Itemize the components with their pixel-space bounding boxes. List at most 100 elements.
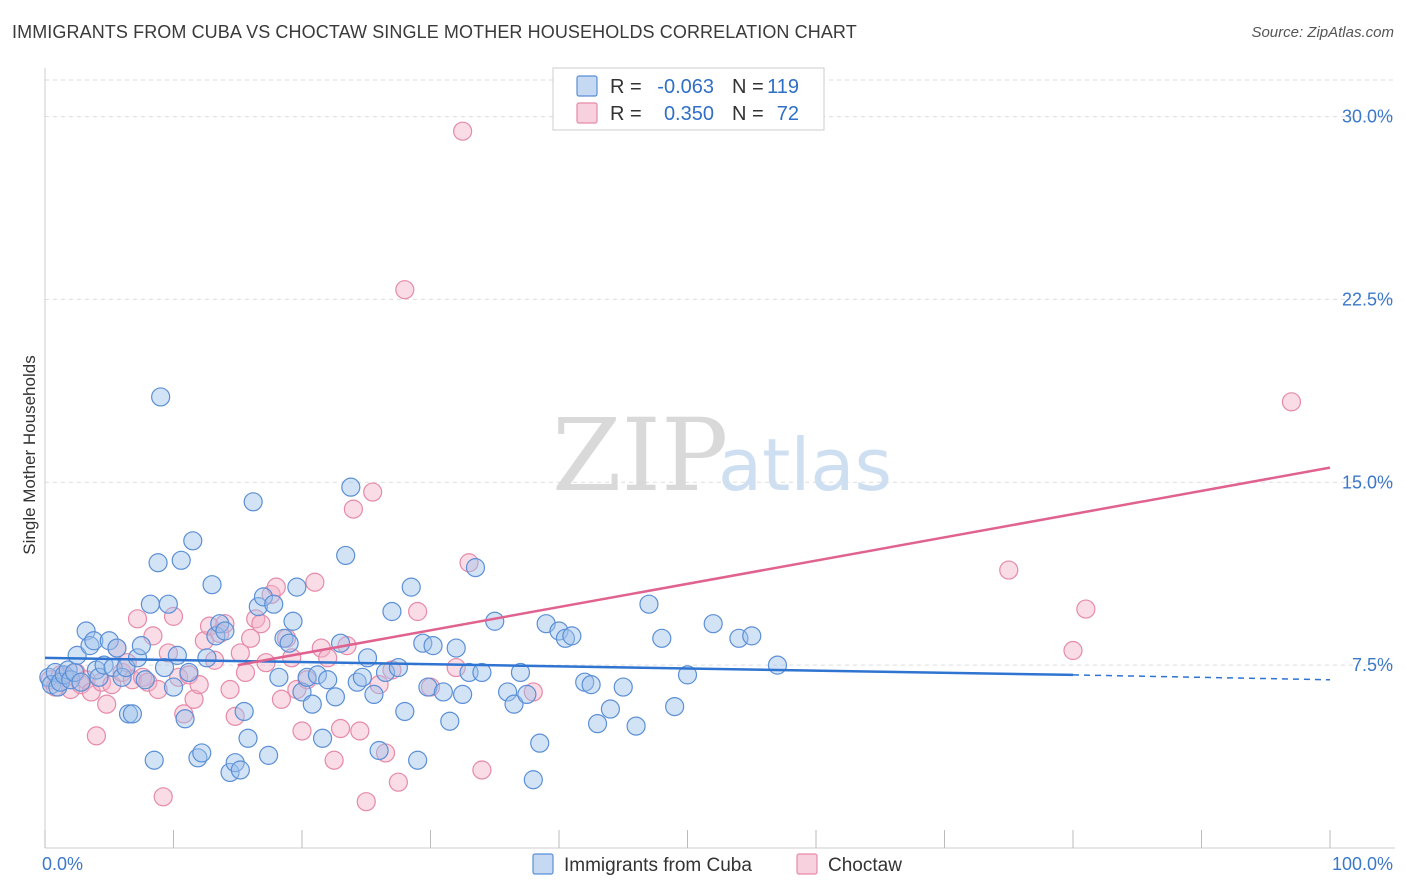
cuba-point (453, 684, 473, 705)
cuba-point (258, 745, 279, 765)
cuba-point (767, 655, 788, 675)
cuba-point (192, 743, 212, 763)
choctaw-point (356, 792, 376, 812)
bottom-legend: Immigrants from Cuba Choctaw (532, 853, 902, 876)
cuba-point (269, 667, 289, 687)
choctaw-point (184, 689, 204, 709)
cuba-point (401, 577, 421, 597)
cuba-point (307, 665, 328, 685)
cuba-point (510, 662, 531, 683)
x-tick-label: 100.0% (1332, 854, 1393, 874)
choctaw-point (153, 787, 173, 807)
x-tick-label: 0.0% (42, 854, 83, 874)
legend-n-label: N = (732, 103, 764, 125)
cuba-point (135, 670, 155, 690)
cuba-point (626, 716, 646, 736)
cuba-point (472, 662, 492, 683)
legend-r-label: R = (610, 103, 642, 125)
choctaw-point (271, 689, 292, 709)
choctaw-point (148, 679, 168, 700)
y-tick-labels: 7.5% 15.0% 22.5% 30.0% (1342, 107, 1393, 676)
choctaw-trendline (237, 466, 1331, 667)
cuba-point (279, 633, 299, 653)
choctaw-point (305, 572, 325, 592)
legend-r-label: R = (610, 76, 642, 98)
choctaw-point (408, 601, 428, 622)
cuba-point (465, 558, 486, 578)
choctaw-point (241, 628, 261, 648)
bottom-legend-swatch-cuba (532, 853, 554, 875)
cuba-point (352, 667, 372, 687)
choctaw-point (163, 606, 184, 626)
cuba-point (440, 711, 460, 731)
choctaw-point (453, 121, 473, 141)
cuba-point (215, 621, 235, 641)
cuba-point (127, 648, 148, 668)
cuba-trendline-extension (1072, 674, 1331, 681)
legend-n-value: 72 (777, 103, 799, 125)
cuba-point (318, 670, 338, 690)
cuba-point (202, 575, 222, 595)
cuba-point (292, 682, 312, 702)
choctaw-point (1076, 599, 1096, 619)
cuba-point (530, 733, 550, 753)
cuba-point (665, 696, 685, 717)
cuba-point (742, 626, 762, 646)
legend-box (552, 67, 825, 131)
cuba-point (163, 677, 184, 697)
choctaw-point (138, 672, 158, 692)
choctaw-point (999, 560, 1019, 580)
choctaw-point (318, 648, 338, 668)
choctaw-point (369, 675, 389, 695)
y-axis-label: Single Mother Households (20, 355, 39, 554)
cuba-point (504, 694, 524, 714)
cuba-point (287, 577, 307, 597)
cuba-point (264, 594, 284, 614)
cuba-point (364, 684, 384, 705)
cuba-point (158, 594, 178, 614)
legend-swatch-choctaw (576, 102, 598, 124)
cuba-point (446, 638, 466, 658)
y-tick-label: 15.0% (1342, 472, 1393, 492)
choctaw-point (127, 609, 148, 629)
cuba-point (122, 704, 142, 724)
choctaw-point (292, 721, 312, 741)
cuba-point (418, 677, 438, 697)
cuba-point (234, 701, 254, 722)
cuba-point (238, 728, 258, 748)
cuba-point (587, 714, 608, 734)
legend-n-label: N = (732, 76, 764, 98)
watermark-zip: ZIP (552, 397, 728, 514)
choctaw-point (1281, 392, 1302, 412)
y-tick-label: 22.5% (1342, 289, 1393, 309)
cuba-point (408, 750, 428, 770)
y-tick-label: 30.0% (1342, 107, 1393, 127)
chart-source: Source: ZipAtlas.com (1251, 24, 1394, 41)
cuba-point (498, 682, 518, 702)
cuba-point (71, 672, 91, 692)
choctaw-point (446, 657, 466, 678)
cuba-point (369, 740, 389, 761)
cuba-point (84, 631, 104, 651)
cuba-points (39, 387, 788, 790)
axes (44, 68, 1395, 849)
watermark: ZIP atlas (552, 397, 892, 514)
cuba-point (336, 545, 356, 566)
cuba-point (517, 684, 537, 705)
cuba-point (423, 636, 443, 656)
choctaw-point (287, 679, 307, 700)
cuba-point (76, 621, 96, 641)
cuba-point (703, 614, 723, 634)
cuba-point (112, 667, 132, 687)
y-tick-label: 7.5% (1352, 655, 1393, 675)
choctaw-point (220, 679, 240, 700)
cuba-point (652, 628, 672, 648)
cuba-point (325, 687, 346, 707)
cuba-point (131, 636, 151, 656)
cuba-point (148, 553, 168, 573)
watermark-atlas: atlas (718, 423, 892, 507)
choctaw-point (350, 721, 370, 741)
legend-r-value: 0.350 (664, 103, 714, 125)
trendlines (44, 466, 1331, 681)
choctaw-point (472, 760, 492, 780)
